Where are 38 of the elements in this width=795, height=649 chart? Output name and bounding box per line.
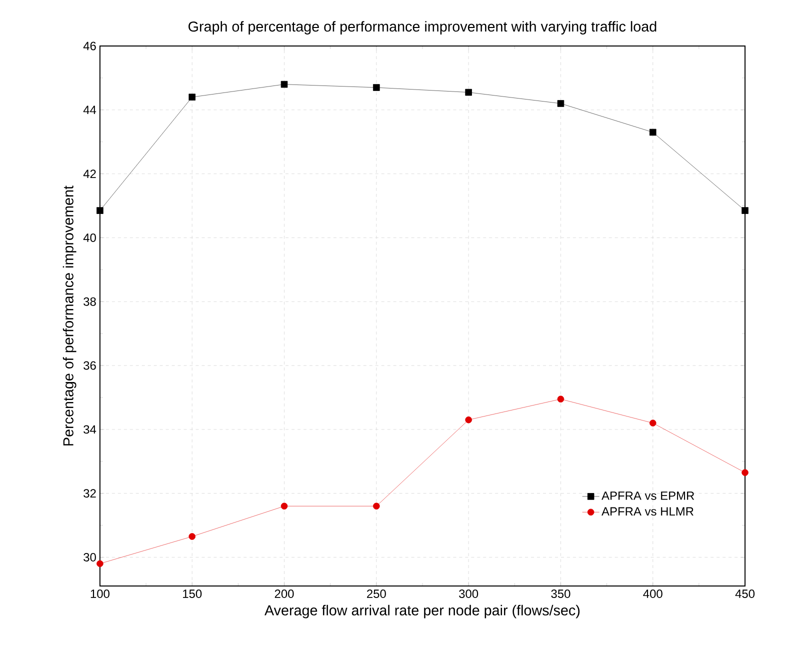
y-tick-label: 38 [84,297,96,306]
point [188,94,196,100]
y-tick-label: 32 [84,489,96,498]
x-tick-label: 200 [274,590,294,598]
chart-title: Graph of percentage of performance improvement with varying traffic load [188,21,656,34]
point [280,502,288,510]
point [742,207,748,214]
x-tick-label: 400 [643,590,662,598]
point [96,560,104,568]
y-tick-label: 30 [84,553,96,562]
point [742,469,748,476]
legend-label: APFRA vs HLMR [602,507,694,516]
y-tick-label: 46 [83,42,96,50]
point [649,420,656,426]
point [280,80,288,88]
point [96,207,104,214]
y-tick-label: 44 [83,106,96,114]
x-tick-label: 250 [367,590,386,598]
x-axis-title: Average flow arrival rate per node pair (flows/sec) [264,604,580,618]
x-tick-label: 100 [90,590,110,598]
point [465,88,472,96]
y-axis-title: Percentage of performance improvement [62,186,76,446]
point [557,100,564,107]
y-tick-label: 40 [83,233,96,242]
point [557,396,564,402]
y-tick-label: 34 [84,425,96,434]
y-tick-label: 42 [83,170,96,178]
x-tick-label: 350 [551,590,570,598]
point [649,128,656,136]
point [465,416,472,424]
y-tick-label: 36 [84,361,96,370]
point [373,502,380,510]
x-tick-label: 450 [735,590,755,598]
point [188,533,196,540]
x-tick-label: 300 [459,590,478,598]
legend-label: APFRA vs EPMR [602,492,694,500]
x-tick-label: 150 [183,590,202,598]
point [373,84,380,91]
